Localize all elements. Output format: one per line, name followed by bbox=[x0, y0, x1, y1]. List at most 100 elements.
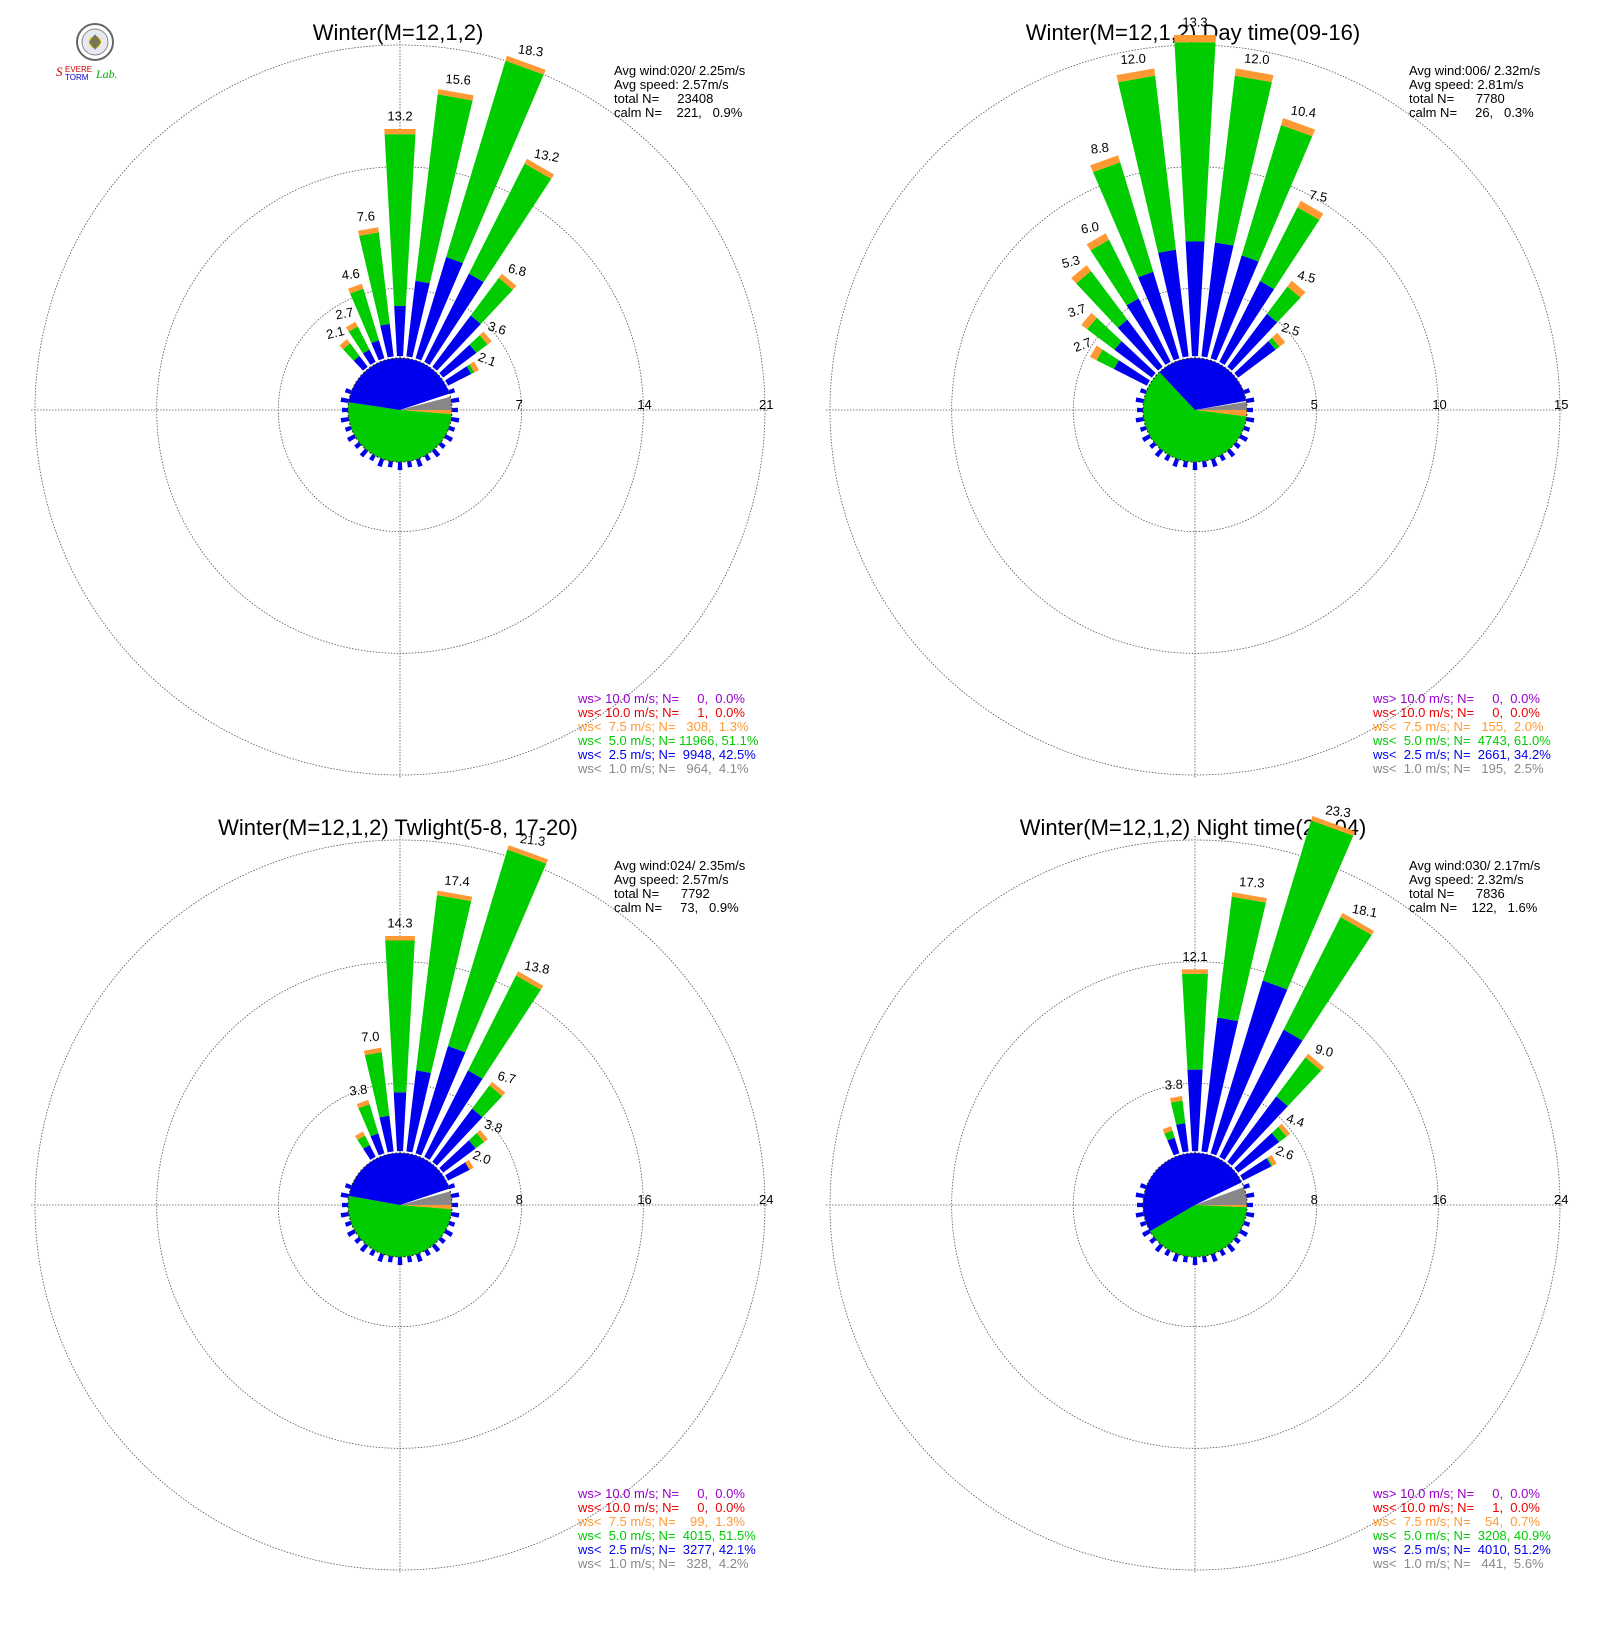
minor-direction-bar bbox=[1139, 1220, 1147, 1227]
bar-segment-lt-2-5 bbox=[424, 1070, 483, 1160]
bar-segment-lt-7-5 bbox=[498, 273, 517, 290]
minor-direction-bar bbox=[1243, 1220, 1251, 1227]
minor-direction-bar bbox=[1141, 434, 1151, 442]
minor-direction-bar bbox=[1239, 1229, 1249, 1237]
bar-segment-lt-7-5 bbox=[1071, 265, 1091, 284]
minor-direction-bar bbox=[448, 1183, 456, 1190]
minor-direction-bar bbox=[451, 1202, 458, 1208]
bar-segment-lt-5 bbox=[1090, 239, 1139, 306]
minor-direction-bar bbox=[1135, 397, 1145, 403]
svg-text:S: S bbox=[56, 64, 63, 79]
bar-segment-lt-7-5 bbox=[1162, 1126, 1173, 1134]
pie-slice-lt-1 bbox=[1195, 1187, 1247, 1205]
minor-direction-bar bbox=[340, 417, 350, 423]
bar-segment-lt-5 bbox=[1118, 75, 1176, 253]
stats-total: total N= 7780 bbox=[1409, 91, 1505, 106]
bar-value-label: 7.0 bbox=[361, 1029, 380, 1045]
wind-rose-panel-twilight: Winter(M=12,1,2) Twlight(5-8, 17-20) 8 16 2… bbox=[0, 795, 810, 1615]
minor-direction-bar bbox=[1243, 425, 1251, 432]
bar-segment-lt-7-5 bbox=[1090, 155, 1121, 173]
bar-segment-lt-2-5 bbox=[1187, 1069, 1203, 1152]
bar-segment-lt-2-5 bbox=[1219, 1029, 1303, 1160]
pie-slice-lt-7-5 bbox=[1195, 410, 1247, 417]
pie-slice-lt-7-5 bbox=[400, 1205, 452, 1210]
legend-entry: ws< 7.5 m/s; N= 99, 1.3% bbox=[577, 1514, 745, 1529]
minor-direction-bar bbox=[1139, 388, 1147, 395]
bar-segment-lt-7-5 bbox=[1287, 280, 1306, 298]
stats-avg-wind: Avg wind:030/ 2.17m/s bbox=[1409, 858, 1541, 873]
minor-direction-bar bbox=[1135, 1192, 1145, 1198]
bar-value-label: 2.1 bbox=[476, 349, 498, 369]
bar-segment-lt-7-5 bbox=[363, 1047, 382, 1056]
bar-segment-lt-5 bbox=[1266, 286, 1301, 323]
bar-segment-lt-2-5 bbox=[424, 273, 484, 365]
ring-tick-label: 16 bbox=[637, 1192, 651, 1207]
legend-entry: ws< 2.5 m/s; N= 9948, 42.5% bbox=[577, 747, 756, 762]
bar-value-label: 3.6 bbox=[486, 318, 508, 338]
stats-calm: calm N= 73, 0.9% bbox=[614, 900, 739, 915]
pie-slice-lt-1 bbox=[1195, 401, 1247, 410]
legend-entry: ws< 5.0 m/s; N= 4743, 61.0% bbox=[1372, 733, 1551, 748]
minor-direction-bar bbox=[1154, 1243, 1164, 1253]
bar-segment-lt-7-5 bbox=[436, 890, 473, 902]
bar-segment-lt-5 bbox=[468, 1132, 485, 1149]
bar-value-label: 6.8 bbox=[507, 260, 528, 279]
stats-avg-speed: Avg speed: 2.57m/s bbox=[614, 77, 729, 92]
bar-value-label: 3.7 bbox=[1066, 301, 1088, 321]
minor-direction-bar bbox=[377, 458, 385, 468]
bar-segment-lt-2-5 bbox=[1126, 298, 1171, 365]
bar-value-label: 2.6 bbox=[1274, 1143, 1296, 1163]
bar-value-label: 2.7 bbox=[334, 304, 355, 322]
bar-segment-lt-5 bbox=[1271, 1126, 1287, 1142]
wind-rose-chart: Winter(M=12,1,2) Day time(09-16)5 10 152.7… bbox=[826, 14, 1568, 779]
bar-segment-lt-2-5 bbox=[1227, 313, 1278, 371]
pie-slice-lt-5 bbox=[1143, 372, 1247, 463]
bar-value-label: 17.4 bbox=[444, 873, 470, 890]
stats-avg-wind: Avg wind:006/ 2.32m/s bbox=[1409, 63, 1541, 78]
bar-segment-lt-7-5 bbox=[1340, 912, 1375, 935]
wind-rose-panel-night: Winter(M=12,1,2) Night time(21-04) 8 16 24 3… bbox=[795, 795, 1605, 1615]
minor-direction-bar bbox=[342, 1202, 349, 1208]
stats-calm: calm N= 122, 1.6% bbox=[1409, 900, 1538, 915]
bar-segment-lt-2-5 bbox=[1167, 1137, 1180, 1156]
bar-segment-lt-5 bbox=[472, 1085, 503, 1118]
bar-segment-lt-5 bbox=[1217, 896, 1266, 1022]
stats-total: total N= 7792 bbox=[614, 886, 710, 901]
bar-segment-lt-2-5 bbox=[393, 1092, 407, 1152]
bar-segment-lt-7-5 bbox=[505, 55, 546, 75]
bar-segment-lt-5 bbox=[364, 1052, 390, 1118]
minor-direction-bar bbox=[424, 454, 431, 462]
bar-segment-lt-5 bbox=[470, 277, 513, 324]
stats-avg-wind: Avg wind:020/ 2.25m/s bbox=[614, 63, 746, 78]
bar-segment-lt-7-5 bbox=[1086, 233, 1110, 251]
bar-value-label: 7.5 bbox=[1308, 187, 1329, 205]
bar-segment-lt-2-5 bbox=[1234, 341, 1276, 378]
ring-tick-label: 24 bbox=[759, 1192, 773, 1207]
bar-segment-lt-7-5 bbox=[1234, 68, 1274, 83]
legend-entry: ws< 2.5 m/s; N= 4010, 51.2% bbox=[1372, 1542, 1551, 1557]
minor-direction-bar bbox=[1135, 1212, 1145, 1218]
bar-segment-lt-2-5 bbox=[439, 1140, 476, 1173]
bar-value-label: 3.8 bbox=[483, 1116, 505, 1136]
stats-total: total N= 23408 bbox=[614, 91, 713, 106]
legend-entry: ws< 5.0 m/s; N= 11966, 51.1% bbox=[577, 733, 759, 748]
bar-segment-lt-7-5 bbox=[1297, 200, 1324, 220]
minor-direction-bar bbox=[354, 1236, 362, 1244]
bar-segment-lt-5 bbox=[1170, 1100, 1186, 1125]
bar-segment-lt-2-5 bbox=[1210, 980, 1288, 1156]
bar-value-label: 14.3 bbox=[387, 916, 412, 931]
ring-tick-label: 8 bbox=[1311, 1192, 1318, 1207]
minor-direction-bar bbox=[1149, 1236, 1157, 1244]
wind-rose-chart: Winter(M=12,1,2)7 14 212.12.74.67.613.215.… bbox=[31, 20, 773, 779]
minor-direction-bar bbox=[1135, 417, 1145, 423]
minor-direction-bar bbox=[1192, 461, 1198, 470]
minor-direction-bar bbox=[344, 388, 352, 395]
bar-segment-lt-5 bbox=[1096, 349, 1119, 370]
bar-segment-lt-2-5 bbox=[370, 1133, 385, 1156]
bar-segment-lt-5 bbox=[1268, 337, 1280, 350]
legend-entry: ws< 7.5 m/s; N= 308, 1.3% bbox=[577, 719, 749, 734]
minor-direction-bar bbox=[424, 1249, 431, 1257]
minor-direction-bar bbox=[1149, 441, 1157, 449]
minor-direction-bar bbox=[342, 407, 349, 413]
bar-value-label: 4.5 bbox=[1296, 267, 1317, 286]
